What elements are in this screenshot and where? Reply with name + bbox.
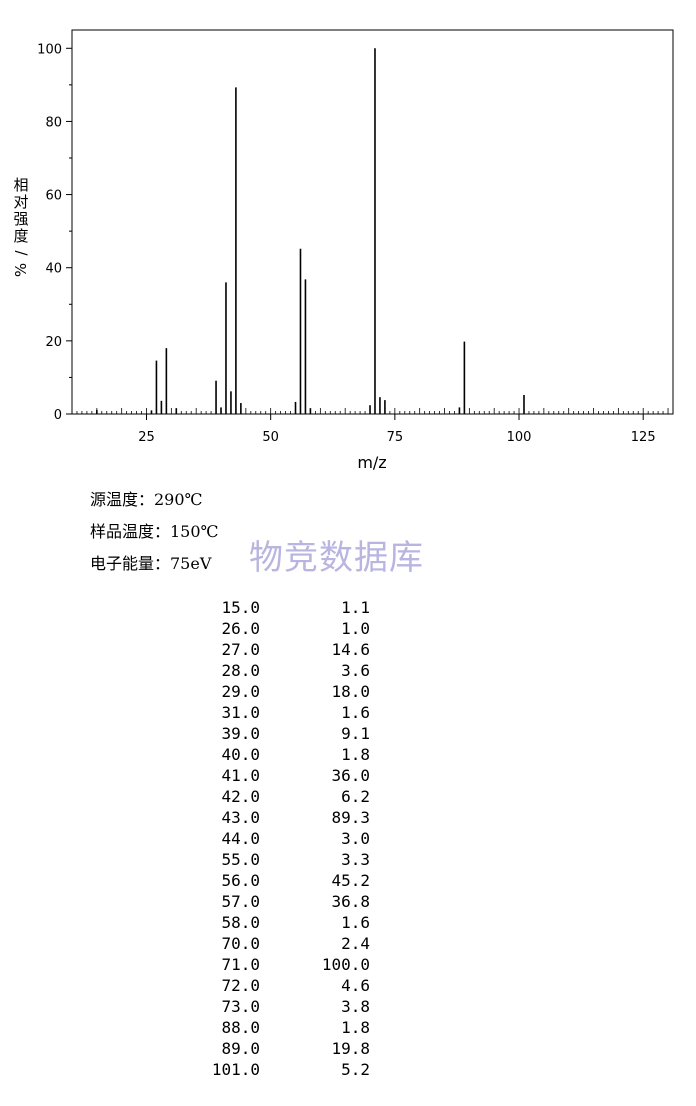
- peak-intensity: 18.0: [331, 682, 370, 701]
- peak-intensity: 3.0: [341, 829, 370, 848]
- table-row: 70.0 2.4: [190, 933, 370, 954]
- y-axis-title-char: 度: [13, 227, 28, 245]
- table-row: 26.0 1.0: [190, 618, 370, 639]
- peak-intensity: 5.2: [341, 1060, 370, 1079]
- peak-intensity: 36.8: [331, 892, 370, 911]
- peak-list-table: 15.0 1.1 26.0 1.0 27.0 14.6 28.0 3.6 29.0 18.0 31.…: [190, 597, 370, 1080]
- peak-mz: 27.0: [221, 640, 260, 659]
- electron-energy: 电子能量：75eV: [90, 554, 212, 573]
- x-tick-label: 50: [262, 430, 279, 445]
- peak-intensity: 45.2: [331, 871, 370, 890]
- y-tick-label: 40: [45, 262, 62, 277]
- peak-mz: 73.0: [221, 997, 260, 1016]
- peak-intensity: 1.8: [341, 1018, 370, 1037]
- peak-intensity: 89.3: [331, 808, 370, 827]
- table-row: 44.0 3.0: [190, 828, 370, 849]
- table-row: 57.0 36.8: [190, 891, 370, 912]
- table-row: 27.0 14.6: [190, 639, 370, 660]
- peak-mz: 56.0: [221, 871, 260, 890]
- peak-intensity: 4.6: [341, 976, 370, 995]
- table-row: 72.0 4.6: [190, 975, 370, 996]
- peak-mz: 101.0: [211, 1060, 260, 1079]
- peak-mz: 58.0: [221, 913, 260, 932]
- table-row: 31.0 1.6: [190, 702, 370, 723]
- peak-intensity: 14.6: [331, 640, 370, 659]
- x-tick-label: 75: [387, 430, 404, 445]
- table-row: 40.0 1.8: [190, 744, 370, 765]
- y-tick-label: 80: [45, 115, 62, 130]
- peak-intensity: 3.6: [341, 661, 370, 680]
- table-row: 29.0 18.0: [190, 681, 370, 702]
- peak-mz: 44.0: [221, 829, 260, 848]
- spectrum-peaks: [96, 48, 525, 414]
- peak-mz: 89.0: [221, 1039, 260, 1058]
- table-row: 88.0 1.8: [190, 1017, 370, 1038]
- x-axis: 25 50 75 100 125: [138, 414, 656, 445]
- y-tick-label: 0: [54, 408, 62, 423]
- peak-mz: 15.0: [221, 598, 260, 617]
- x-tick-label: 25: [138, 430, 155, 445]
- peak-intensity: 1.6: [341, 703, 370, 722]
- y-tick-label: 60: [45, 189, 62, 204]
- peak-intensity: 1.6: [341, 913, 370, 932]
- table-row: 55.0 3.3: [190, 849, 370, 870]
- y-axis-title-char: /: [12, 250, 30, 256]
- y-tick-label: 100: [37, 42, 62, 57]
- peak-intensity: 2.4: [341, 934, 370, 953]
- y-tick-label: 20: [45, 335, 62, 350]
- peak-mz: 39.0: [221, 724, 260, 743]
- peak-mz: 71.0: [221, 955, 260, 974]
- table-row: 89.0 19.8: [190, 1038, 370, 1059]
- table-row: 43.0 89.3: [190, 807, 370, 828]
- peak-mz: 41.0: [221, 766, 260, 785]
- peak-mz: 72.0: [221, 976, 260, 995]
- table-row: 42.0 6.2: [190, 786, 370, 807]
- peak-mz: 29.0: [221, 682, 260, 701]
- y-axis-title-char: 强: [13, 210, 28, 228]
- plot-frame: [71, 29, 674, 415]
- peak-intensity: 9.1: [341, 724, 370, 743]
- peak-intensity: 1.8: [341, 745, 370, 764]
- y-axis-title-char: 对: [13, 193, 28, 211]
- sample-temperature: 样品温度：150℃: [90, 522, 219, 541]
- x-axis-title: m/z: [357, 453, 386, 472]
- peak-mz: 40.0: [221, 745, 260, 764]
- table-row: 58.0 1.6: [190, 912, 370, 933]
- peak-intensity: 3.3: [341, 850, 370, 869]
- peak-intensity: 1.0: [341, 619, 370, 638]
- peak-mz: 88.0: [221, 1018, 260, 1037]
- peak-intensity: 1.1: [341, 598, 370, 617]
- source-temperature: 源温度：290℃: [90, 490, 203, 509]
- peak-mz: 26.0: [221, 619, 260, 638]
- peak-intensity: 6.2: [341, 787, 370, 806]
- y-axis-title-char: 相: [13, 176, 28, 194]
- peak-mz: 28.0: [221, 661, 260, 680]
- y-axis-title-char: %: [12, 263, 30, 277]
- peak-mz: 43.0: [221, 808, 260, 827]
- table-row: 39.0 9.1: [190, 723, 370, 744]
- table-row: 41.0 36.0: [190, 765, 370, 786]
- table-row: 28.0 3.6: [190, 660, 370, 681]
- y-axis: 0 20 40 60 80 100: [37, 42, 72, 423]
- peak-intensity: 19.8: [331, 1039, 370, 1058]
- table-row: 71.0 100.0: [190, 954, 370, 975]
- peak-intensity: 36.0: [331, 766, 370, 785]
- table-row: 15.0 1.1: [190, 597, 370, 618]
- watermark-text: 物竞数据库: [249, 538, 424, 578]
- table-row: 101.0 5.2: [190, 1059, 370, 1080]
- table-row: 56.0 45.2: [190, 870, 370, 891]
- peak-mz: 55.0: [221, 850, 260, 869]
- peak-mz: 42.0: [221, 787, 260, 806]
- peak-intensity: 3.8: [341, 997, 370, 1016]
- peak-intensity: 100.0: [321, 955, 370, 974]
- peak-mz: 70.0: [221, 934, 260, 953]
- x-tick-label: 125: [631, 430, 656, 445]
- table-row: 73.0 3.8: [190, 996, 370, 1017]
- peak-mz: 31.0: [221, 703, 260, 722]
- peak-mz: 57.0: [221, 892, 260, 911]
- x-tick-label: 100: [507, 430, 532, 445]
